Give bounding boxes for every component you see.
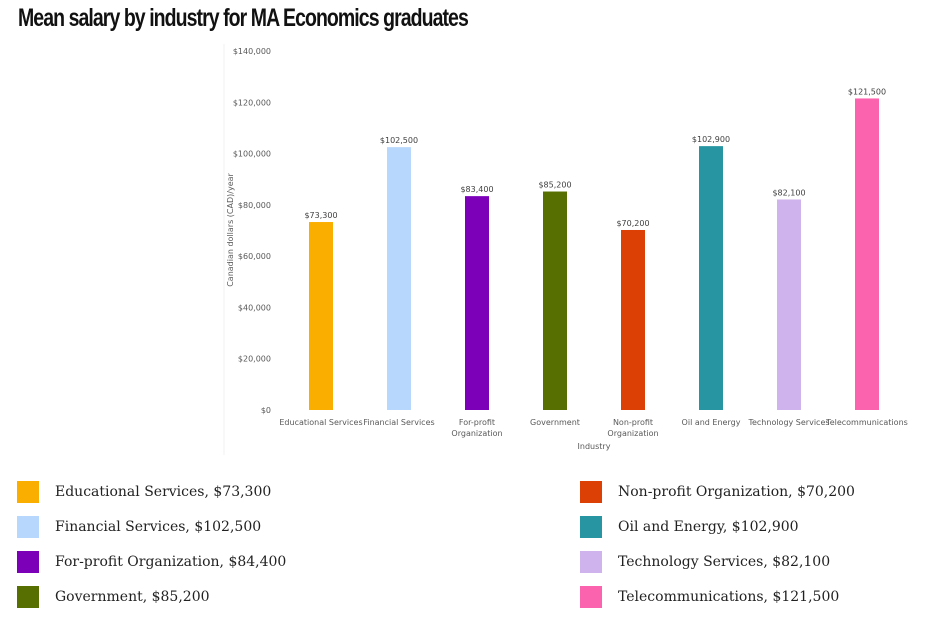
data-label: $85,200 [538,181,571,190]
data-label: $82,100 [772,188,805,197]
y-tick-label: $100,000 [233,150,271,159]
x-axis-label: Industry [578,442,611,451]
y-tick-label: $60,000 [238,252,271,261]
legend-swatch [580,551,602,573]
y-tick-label: $80,000 [238,201,271,210]
legend-item: Financial Services, $102,500 [17,516,261,538]
data-label: $121,500 [848,87,886,96]
x-tick-label: Oil and Energy [682,418,741,427]
x-tick-label: Telecommunications [825,418,908,427]
y-tick-label: $20,000 [238,355,271,364]
y-tick-label: $40,000 [238,303,271,312]
y-tick-label: $120,000 [233,98,271,107]
data-label: $83,400 [460,185,493,194]
bar [855,98,879,411]
legend-item: Oil and Energy, $102,900 [580,516,799,538]
legend-swatch [17,551,39,573]
bar [387,147,411,411]
x-tick-label: Non-profit Organization [607,418,658,438]
y-tick-label: $140,000 [233,47,271,56]
legend-item: Technology Services, $82,100 [580,551,830,573]
legend-label: Government, $85,200 [55,589,210,605]
bar [543,191,567,410]
legend-swatch [17,516,39,538]
bar [699,146,723,410]
bar [777,199,801,410]
legend-swatch [17,586,39,608]
x-tick-label: Government [530,418,580,427]
legend-label: Non-profit Organization, $70,200 [618,484,855,500]
y-tick-label: $0 [261,406,271,415]
bar [309,222,333,410]
legend-label: For-profit Organization, $84,400 [55,554,287,570]
legend-item: Telecommunications, $121,500 [580,586,839,608]
legend-swatch [580,481,602,503]
legend-swatch [580,586,602,608]
legend-swatch [580,516,602,538]
legend-label: Educational Services, $73,300 [55,484,272,500]
data-label: $70,200 [616,219,649,228]
legend-label: Technology Services, $82,100 [618,554,831,570]
data-label: $102,900 [692,135,730,144]
legend-label: Telecommunications, $121,500 [618,589,840,605]
legend-item: Non-profit Organization, $70,200 [580,481,855,503]
legend-item: Government, $85,200 [17,586,210,608]
x-tick-label: Educational Services [279,418,362,427]
legend-swatch [17,481,39,503]
legend-label: Financial Services, $102,500 [55,519,262,535]
legend-item: Educational Services, $73,300 [17,481,271,503]
y-axis: $0 $20,000 $40,000 $60,000 $80,000 $100,000 $1… [233,47,271,415]
legend-item: For-profit Organization, $84,400 [17,551,286,573]
y-axis-label: Canadian dollars (CAD)/year [226,172,235,286]
x-axis: Educational Services Financial Services Fo… [279,418,907,438]
bars: $73,300 $102,500 $83,400 $85,200 $70,200 $102… [304,87,886,411]
x-tick-label: Technology Services [747,418,829,427]
bar-chart: $0 $20,000 $40,000 $60,000 $80,000 $100,000 $1… [223,44,908,455]
bar [621,229,645,410]
bar [465,196,489,410]
data-label: $102,500 [380,136,418,145]
legend-label: Oil and Energy, $102,900 [618,519,799,535]
x-tick-label: For-profit Organization [451,418,502,438]
data-label: $73,300 [304,211,337,220]
chart-title: Mean salary by industry for MA Economics… [18,4,469,32]
x-tick-label: Financial Services [363,418,434,427]
